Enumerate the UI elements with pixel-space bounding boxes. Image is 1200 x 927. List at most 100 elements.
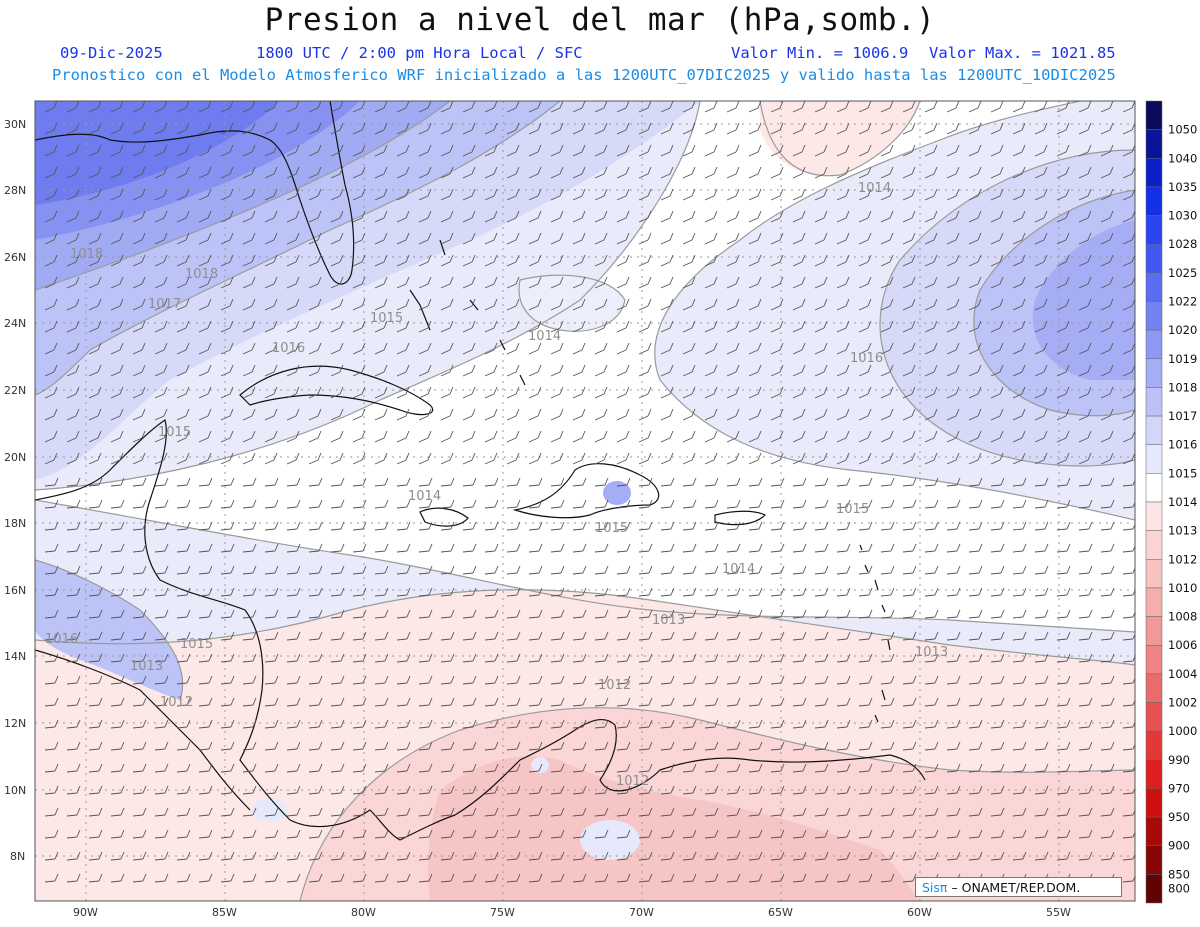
wind-barb bbox=[704, 873, 719, 883]
wind-barb bbox=[792, 829, 807, 839]
lat-label: 10N bbox=[4, 784, 26, 797]
wind-barb bbox=[1012, 631, 1027, 641]
wind-barb bbox=[286, 254, 300, 267]
wind-barb bbox=[704, 452, 718, 465]
wind-barb bbox=[374, 719, 389, 729]
wind-barb bbox=[440, 829, 455, 839]
wind-barb bbox=[308, 342, 322, 355]
wind-barb bbox=[858, 631, 873, 641]
wind-barb bbox=[990, 166, 1004, 179]
wind-barb bbox=[946, 477, 961, 487]
wind-barb bbox=[88, 166, 102, 179]
wind-barb bbox=[968, 609, 983, 619]
wind-barb bbox=[462, 452, 476, 465]
wind-barb bbox=[308, 829, 323, 839]
wind-barb bbox=[396, 254, 410, 267]
wind-barb bbox=[924, 101, 938, 113]
wind-barb bbox=[748, 785, 763, 795]
wind-barb bbox=[264, 386, 278, 399]
wind-barb bbox=[66, 719, 81, 729]
lon-label: 75W bbox=[490, 906, 515, 919]
wind-barb bbox=[1012, 452, 1026, 465]
wind-barb bbox=[352, 320, 366, 333]
wind-barb bbox=[1100, 364, 1114, 377]
wind-barb bbox=[154, 298, 168, 311]
wind-barb bbox=[858, 587, 873, 597]
wind-barb bbox=[814, 342, 828, 355]
wind-barb bbox=[264, 122, 278, 135]
wind-barb bbox=[748, 320, 762, 333]
wind-barb bbox=[660, 430, 674, 443]
wind-barb bbox=[176, 851, 191, 861]
field-sierra-spot bbox=[531, 757, 549, 773]
wind-barb bbox=[748, 477, 763, 487]
wind-barb bbox=[396, 232, 410, 245]
wind-barb bbox=[572, 122, 586, 135]
contour-label: 1015 bbox=[370, 311, 403, 326]
wind-barb bbox=[242, 342, 256, 355]
wind-barb bbox=[968, 210, 982, 223]
wind-barb bbox=[660, 298, 674, 311]
wind-barb bbox=[660, 653, 675, 663]
wind-barb bbox=[1100, 210, 1114, 223]
wind-barb bbox=[506, 763, 521, 773]
wind-barb bbox=[1034, 763, 1049, 773]
wind-barb bbox=[418, 101, 432, 113]
wind-barb bbox=[858, 829, 873, 839]
wind-barb bbox=[1034, 477, 1049, 487]
wind-barb bbox=[1056, 188, 1070, 201]
wind-barb bbox=[638, 452, 652, 465]
colorbar-swatch bbox=[1145, 673, 1163, 703]
wind-barb bbox=[396, 499, 411, 509]
wind-barb bbox=[1100, 675, 1115, 685]
wind-barb bbox=[352, 697, 367, 707]
wind-barb bbox=[858, 477, 873, 487]
wind-barb bbox=[748, 122, 762, 135]
wind-barb bbox=[198, 408, 212, 421]
wind-barb bbox=[330, 342, 344, 355]
wind-barb bbox=[66, 210, 80, 223]
wind-barb bbox=[484, 144, 498, 157]
wind-barb bbox=[880, 477, 895, 487]
wind-barb bbox=[1078, 785, 1093, 795]
wind-barb bbox=[1078, 364, 1092, 377]
wind-barb bbox=[220, 741, 235, 751]
wind-barb bbox=[726, 254, 740, 267]
wind-barb bbox=[682, 232, 696, 245]
colorbar-swatch bbox=[1145, 444, 1163, 474]
wind-barb bbox=[880, 320, 894, 333]
wind-barb bbox=[44, 320, 58, 333]
wind-barb bbox=[1078, 276, 1092, 289]
wind-barb bbox=[220, 675, 235, 685]
wind-barb bbox=[462, 543, 477, 553]
wind-barb bbox=[88, 675, 103, 685]
wind-barb bbox=[154, 188, 168, 201]
wind-barb bbox=[440, 675, 455, 685]
wind-barb bbox=[66, 521, 81, 531]
wind-barb bbox=[946, 675, 961, 685]
wind-barb bbox=[286, 521, 301, 531]
wind-barb bbox=[286, 587, 301, 597]
wind-barb bbox=[1034, 785, 1049, 795]
wind-barb bbox=[726, 430, 740, 443]
wind-barb bbox=[440, 851, 455, 861]
wind-barb bbox=[792, 364, 806, 377]
wind-barb bbox=[726, 408, 740, 421]
wind-barb bbox=[902, 763, 917, 773]
wind-barb bbox=[902, 741, 917, 751]
wind-barb bbox=[220, 232, 234, 245]
colorbar-label: 1000 bbox=[1168, 724, 1197, 738]
wind-barb bbox=[726, 719, 741, 729]
wind-barb bbox=[110, 166, 124, 179]
wind-barb bbox=[66, 763, 81, 773]
wind-barb bbox=[330, 653, 345, 663]
wind-barb bbox=[880, 719, 895, 729]
wind-barb bbox=[308, 631, 323, 641]
wind-barb bbox=[374, 430, 388, 443]
wind-barb bbox=[924, 276, 938, 289]
wind-barb bbox=[264, 521, 279, 531]
wind-barb bbox=[858, 210, 872, 223]
wind-barb bbox=[946, 543, 961, 553]
wind-barb bbox=[1078, 452, 1092, 465]
wind-barb bbox=[946, 210, 960, 223]
